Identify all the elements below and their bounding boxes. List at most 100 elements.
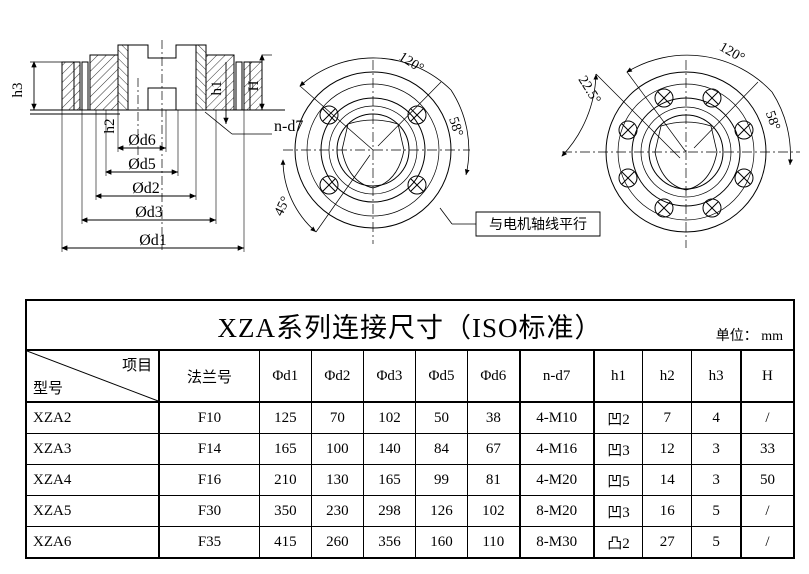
label-H: H (246, 80, 262, 91)
cell-flange: F10 (158, 401, 260, 434)
header-col-d2: Φd2 (310, 349, 364, 403)
unit-note: 单位： mm (715, 329, 783, 344)
table-row: XZA4 F16 210 130 165 99 81 4-M20 凹5 14 3… (25, 464, 795, 496)
cell-H: / (740, 401, 795, 434)
cell-h2: 7 (642, 401, 693, 434)
header-col-d1: Φd1 (258, 349, 312, 403)
label-phi-d5: Ød5 (128, 156, 156, 173)
cell-flange: F35 (158, 526, 260, 559)
cell-model: XZA3 (25, 433, 161, 465)
header-item-label: 项目 (122, 358, 153, 374)
cell-d6: 102 (467, 495, 521, 527)
cell-d1: 415 (258, 526, 312, 559)
cell-d5: 50 (414, 401, 469, 434)
label-phi-d6: Ød6 (128, 132, 156, 149)
cell-nd7: 4-M10 (519, 401, 595, 434)
header-col-h3: h3 (691, 349, 742, 403)
cell-h1: 凸2 (593, 526, 644, 559)
cell-h2: 12 (642, 433, 693, 465)
cell-d5: 160 (414, 526, 469, 559)
cell-h2: 27 (642, 526, 693, 559)
bolt-hole-group-8 (618, 88, 754, 218)
front-view-8-holes (561, 54, 800, 248)
cell-d6: 38 (467, 401, 521, 434)
cell-d1: 350 (258, 495, 312, 527)
label-h2: h2 (102, 119, 118, 134)
cell-model: XZA5 (25, 495, 161, 527)
cell-d2: 130 (310, 464, 364, 496)
cell-h1: 凹5 (593, 464, 644, 496)
cell-h2: 14 (642, 464, 693, 496)
cross-section-view (30, 40, 285, 252)
header-model-label: 型号 (33, 381, 64, 397)
note-parallel-to-motor-axis: 与电机轴线平行 (489, 217, 587, 233)
cell-d2: 70 (310, 401, 364, 434)
cell-d6: 67 (467, 433, 521, 465)
header-col-d5: Φd5 (414, 349, 469, 403)
label-h3: h3 (10, 83, 26, 98)
cell-H: / (740, 495, 795, 527)
header-col-h1: h1 (593, 349, 644, 403)
cell-d2: 230 (310, 495, 364, 527)
label-phi-d2: Ød2 (132, 180, 160, 197)
cell-nd7: 8-M20 (519, 495, 595, 527)
cell-h3: 3 (691, 464, 742, 496)
technical-drawing-area: h3 h2 h1 H n-d7 Ød6 Ød5 Ød2 Ød3 Ød1 (10, 40, 800, 252)
cell-h1: 凹2 (593, 401, 644, 434)
angle-label-120-mid: 120° (396, 50, 426, 77)
cell-flange: F14 (158, 433, 260, 465)
header-col-d6: Φd6 (467, 349, 521, 403)
header-corner-cell: 项目 型号 (25, 349, 161, 403)
front-view-4-holes (280, 57, 601, 244)
cell-d1: 165 (258, 433, 312, 465)
table-row: XZA3 F14 165 100 140 84 67 4-M16 凹3 12 3… (25, 433, 795, 465)
angle-label-22p5-right: 22.5° (575, 73, 604, 106)
cell-d3: 102 (362, 401, 416, 434)
cell-h3: 4 (691, 401, 742, 434)
cell-d2: 260 (310, 526, 364, 559)
header-col-nd7: n-d7 (519, 349, 595, 403)
cell-h3: 5 (691, 495, 742, 527)
drawing-svg: h3 h2 h1 H n-d7 Ød6 Ød5 Ød2 Ød3 Ød1 (10, 40, 800, 252)
table-row: XZA2 F10 125 70 102 50 38 4-M10 凹2 7 4 / (25, 401, 795, 434)
corner-diagonal-line (27, 351, 157, 400)
cell-model: XZA4 (25, 464, 161, 496)
cell-nd7: 4-M16 (519, 433, 595, 465)
cell-d1: 125 (258, 401, 312, 434)
cell-d3: 140 (362, 433, 416, 465)
cell-H: 50 (740, 464, 795, 496)
cell-model: XZA2 (25, 401, 161, 434)
cell-d2: 100 (310, 433, 364, 465)
cell-d3: 298 (362, 495, 416, 527)
header-col-H: H (740, 349, 795, 403)
cell-h1: 凹3 (593, 433, 644, 465)
header-col-flange: 法兰号 (158, 349, 260, 403)
cell-nd7: 4-M20 (519, 464, 595, 496)
cell-d6: 110 (467, 526, 521, 559)
page-title: XZA系列连接尺寸（ISO标准） (217, 312, 603, 343)
angle-label-120-right: 120° (716, 40, 747, 66)
cell-H: 33 (740, 433, 795, 465)
cell-flange: F30 (158, 495, 260, 527)
connection-dimensions-table: XZA系列连接尺寸（ISO标准） 单位： mm 项目 型号 法兰号 Φd1 Φd… (25, 299, 795, 559)
header-col-h2: h2 (642, 349, 693, 403)
cell-d1: 210 (258, 464, 312, 496)
table-row: XZA6 F35 415 260 356 160 110 8-M30 凸2 27… (25, 526, 795, 559)
cell-flange: F16 (158, 464, 260, 496)
cell-d3: 356 (362, 526, 416, 559)
cell-d3: 165 (362, 464, 416, 496)
label-h1: h1 (209, 81, 225, 96)
cell-h1: 凹3 (593, 495, 644, 527)
label-phi-d3: Ød3 (135, 204, 163, 221)
table-title-cell: XZA系列连接尺寸（ISO标准） 单位： mm (25, 299, 795, 351)
cell-h3: 5 (691, 526, 742, 559)
spec-table-container: XZA系列连接尺寸（ISO标准） 单位： mm 项目 型号 法兰号 Φd1 Φd… (25, 299, 795, 559)
header-col-d3: Φd3 (362, 349, 416, 403)
cell-d5: 126 (414, 495, 469, 527)
cell-H: / (740, 526, 795, 559)
cell-d5: 84 (414, 433, 469, 465)
table-row: XZA5 F30 350 230 298 126 102 8-M20 凹3 16… (25, 495, 795, 527)
label-phi-d1: Ød1 (139, 232, 167, 249)
label-n-d7: n-d7 (274, 118, 303, 135)
angle-label-58-right: 58° (762, 109, 783, 133)
